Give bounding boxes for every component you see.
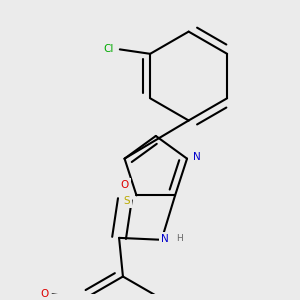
Text: O: O [40,289,49,299]
Text: N: N [161,234,169,244]
Text: O: O [121,179,129,190]
Text: H: H [176,234,183,243]
Text: N: N [193,152,201,162]
Text: S: S [124,196,130,206]
Text: Cl: Cl [103,44,113,54]
